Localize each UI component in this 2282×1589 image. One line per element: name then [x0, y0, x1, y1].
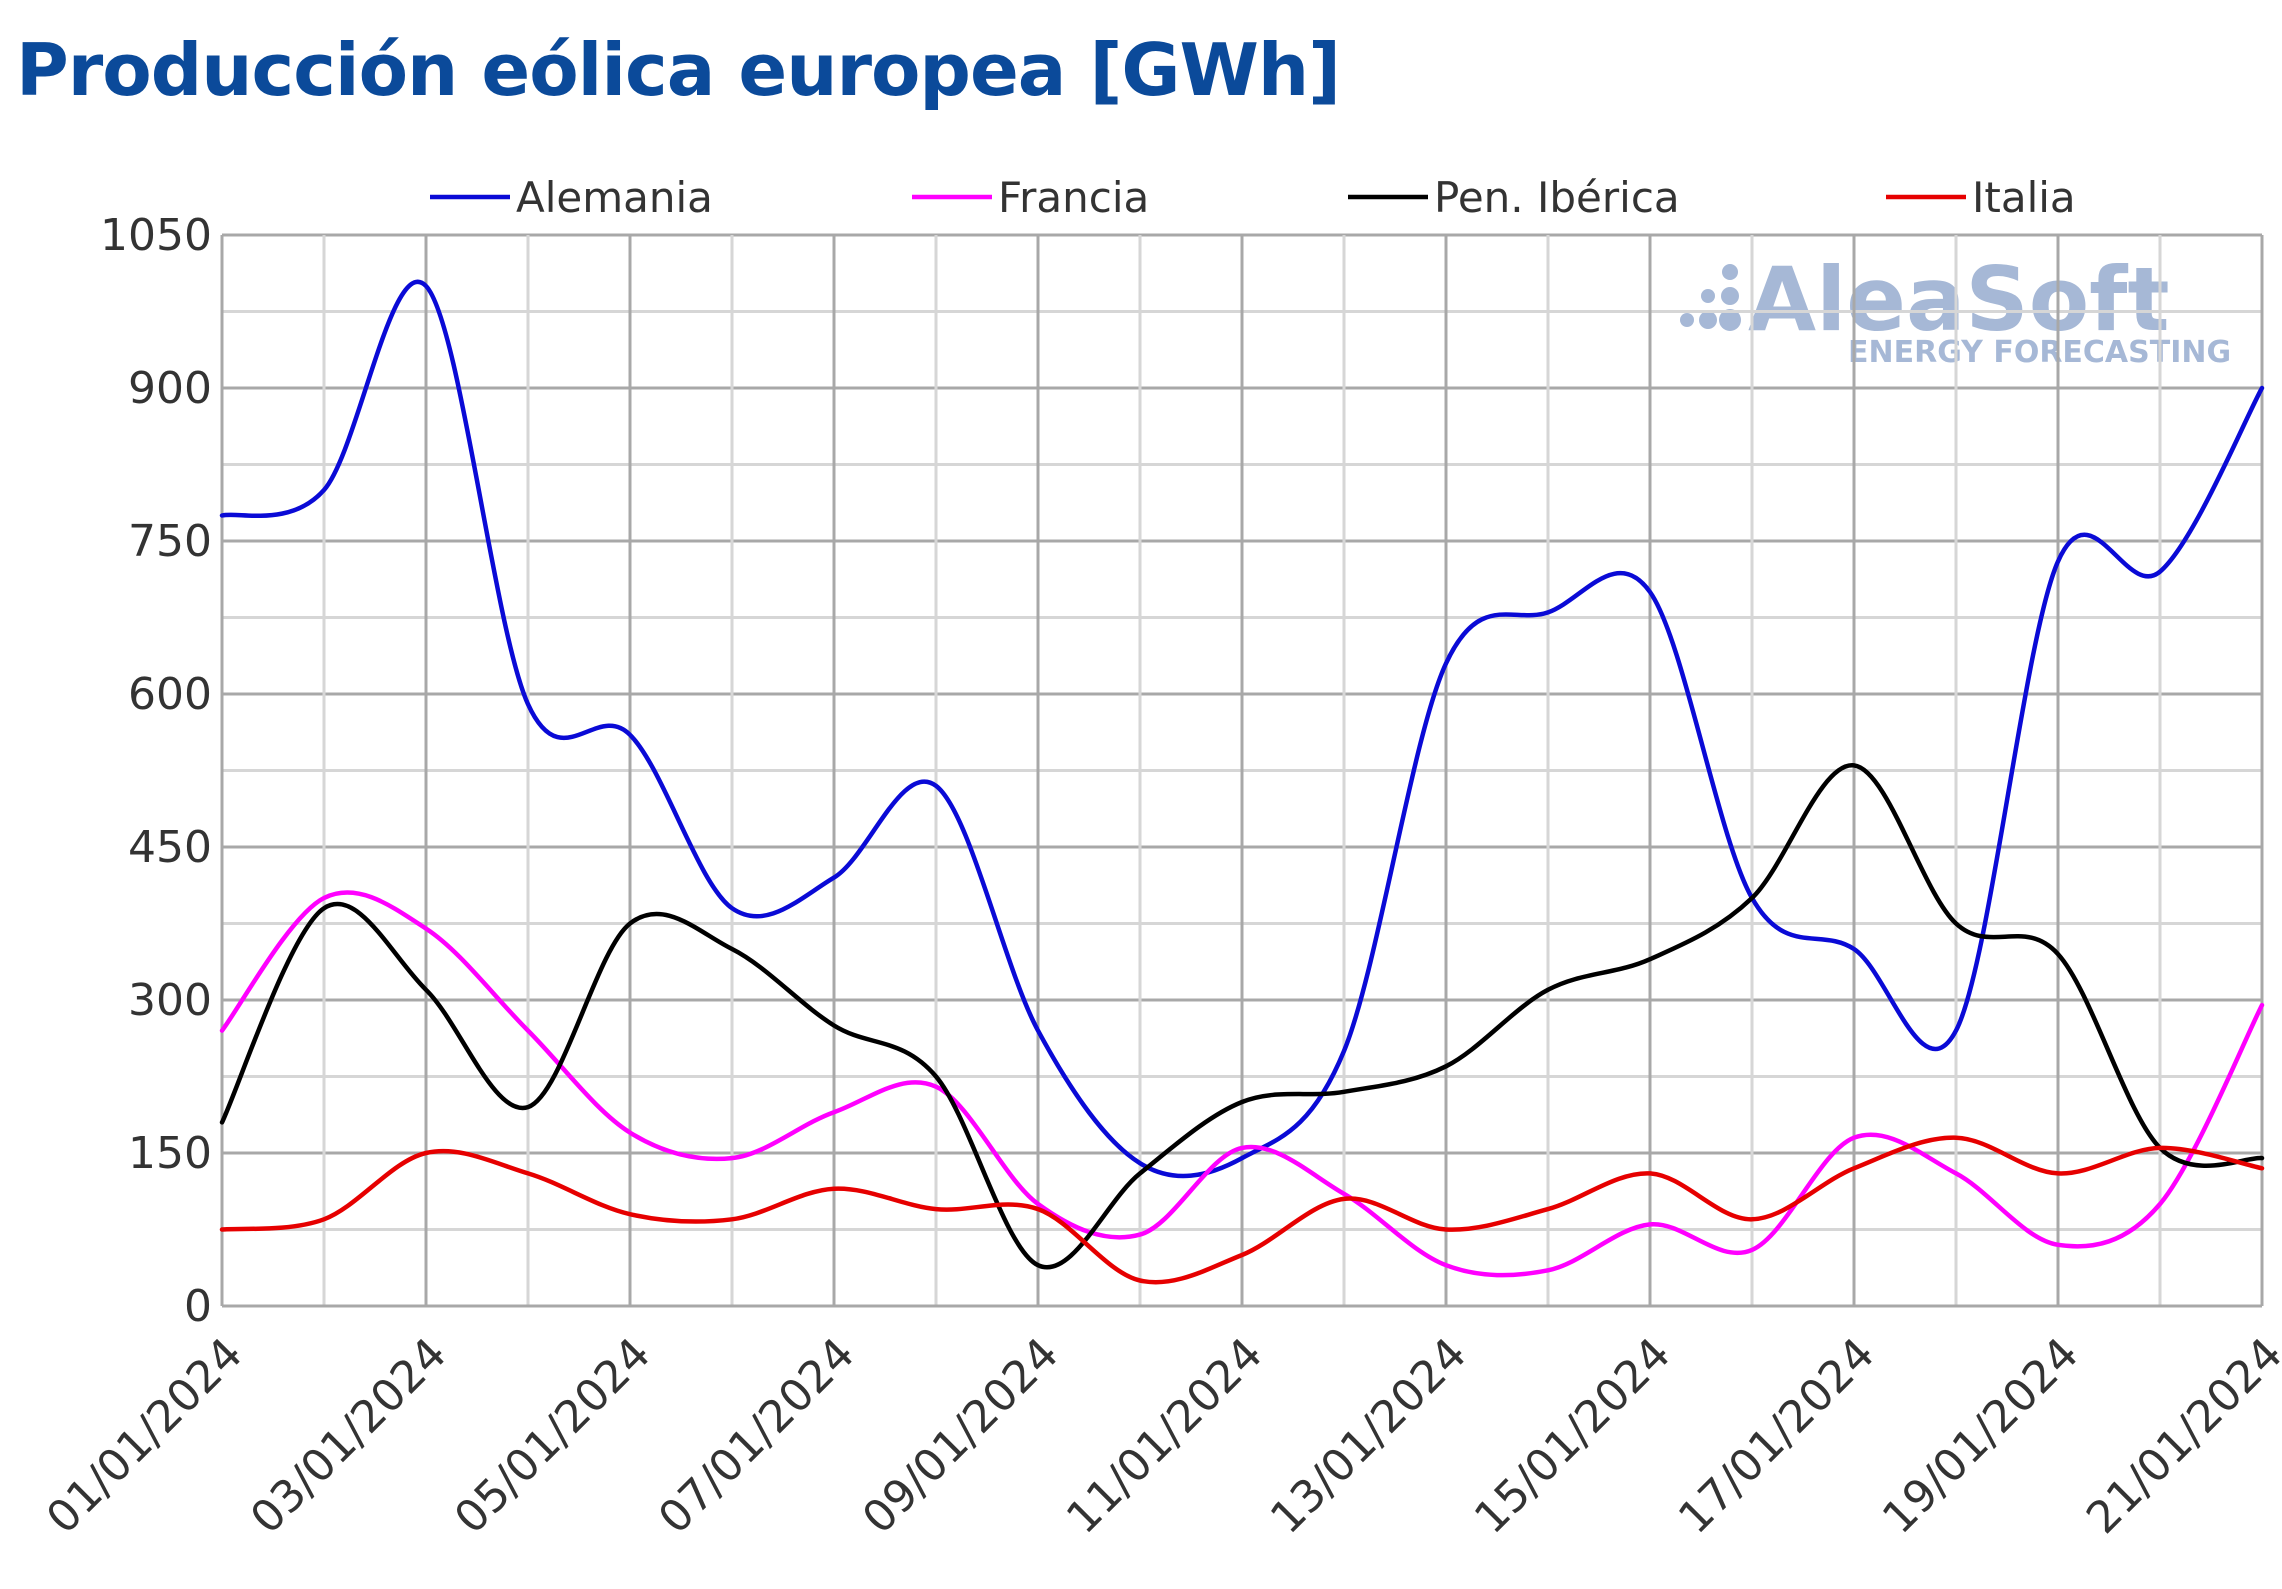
x-axis-ticks: 01/01/202403/01/202405/01/202407/01/2024… — [37, 1328, 2282, 1543]
legend: Alemania Francia Pen. Ibérica Italia — [430, 173, 2076, 222]
legend-item-pen-iberica: Pen. Ibérica — [1348, 173, 1680, 222]
y-tick-label: 1050 — [100, 210, 212, 261]
y-tick-label: 300 — [128, 975, 212, 1026]
y-tick-label: 900 — [128, 363, 212, 414]
legend-label: Pen. Ibérica — [1434, 173, 1680, 222]
series-line-alemania — [219, 279, 2265, 1179]
legend-label: Alemania — [516, 173, 713, 222]
series-line-pen-iberica — [219, 763, 2265, 1270]
chart-title: Producción eólica europea [GWh] — [16, 28, 1341, 112]
grid — [222, 233, 2264, 1306]
series-line-francia — [219, 890, 2265, 1278]
legend-label: Francia — [998, 173, 1149, 222]
x-tick-label: 09/01/2024 — [853, 1328, 1068, 1543]
x-tick-label: 03/01/2024 — [241, 1328, 456, 1543]
legend-item-alemania: Alemania — [430, 173, 713, 222]
aleasoft-watermark: AleaSoft ENERGY FORECASTING — [1680, 248, 2231, 370]
legend-item-francia: Francia — [912, 173, 1149, 222]
y-tick-label: 750 — [128, 516, 212, 567]
x-tick-label: 11/01/2024 — [1057, 1328, 1272, 1543]
x-tick-label: 05/01/2024 — [445, 1328, 660, 1543]
series-lines — [219, 279, 2265, 1285]
series-line-italia — [219, 1135, 2265, 1285]
y-tick-label: 150 — [128, 1128, 212, 1179]
axes — [220, 235, 2262, 1308]
y-tick-label: 600 — [128, 669, 212, 720]
y-axis-ticks: 0 150 300 450 600 750 900 1050 — [100, 210, 212, 1332]
x-tick-label: 19/01/2024 — [1873, 1328, 2088, 1543]
x-tick-label: 17/01/2024 — [1669, 1328, 1884, 1543]
x-tick-label: 13/01/2024 — [1261, 1328, 1476, 1543]
legend-label: Italia — [1972, 173, 2076, 222]
x-tick-label: 15/01/2024 — [1465, 1328, 1680, 1543]
y-tick-label: 0 — [184, 1281, 212, 1332]
y-tick-label: 450 — [128, 822, 212, 873]
aleasoft-logo-dots-icon — [1680, 264, 1741, 331]
watermark-tagline: ENERGY FORECASTING — [1848, 335, 2231, 370]
x-tick-label: 07/01/2024 — [649, 1328, 864, 1543]
legend-item-italia: Italia — [1886, 173, 2076, 222]
x-tick-label: 01/01/2024 — [37, 1328, 252, 1543]
x-tick-label: 21/01/2024 — [2077, 1328, 2282, 1543]
watermark-brand: AleaSoft — [1748, 248, 2170, 351]
